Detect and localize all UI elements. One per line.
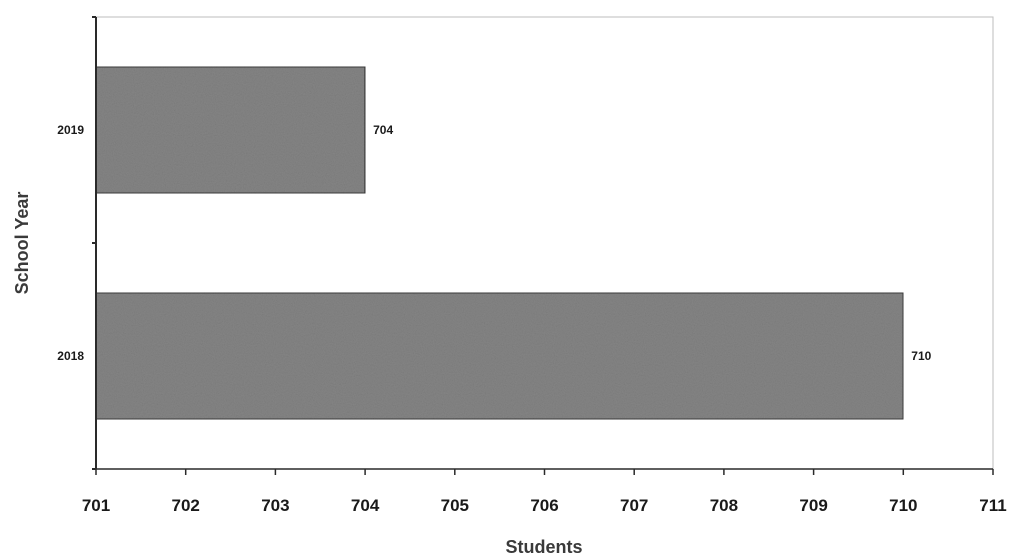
data-labels-group: 704 710 (373, 123, 932, 363)
y-axis-title: School Year (12, 192, 32, 295)
x-tick-label-705: 705 (441, 496, 469, 515)
data-label-2018: 710 (911, 349, 931, 363)
category-label-2018: 2018 (57, 349, 84, 363)
bars-group (95, 65, 905, 421)
data-label-2019: 704 (373, 123, 393, 137)
bar-2019 (95, 65, 366, 195)
x-tick-label-701: 701 (82, 496, 110, 515)
x-tick-label-703: 703 (261, 496, 289, 515)
x-tick-label-702: 702 (172, 496, 200, 515)
x-tick-label-707: 707 (620, 496, 648, 515)
x-tick-label-708: 708 (710, 496, 738, 515)
x-tick-label-709: 709 (799, 496, 827, 515)
x-tick-label-706: 706 (530, 496, 558, 515)
x-axis-title: Students (505, 537, 582, 557)
bar-2018 (95, 291, 905, 421)
x-tick-label-704: 704 (351, 496, 380, 515)
x-tick-label-711: 711 (979, 496, 1006, 515)
x-ticks-group: 701 702 703 704 705 706 707 708 709 710 711 (82, 469, 1007, 515)
category-label-2019: 2019 (57, 123, 84, 137)
x-tick-label-710: 710 (889, 496, 917, 515)
category-labels-group: 2019 2018 (57, 123, 84, 363)
